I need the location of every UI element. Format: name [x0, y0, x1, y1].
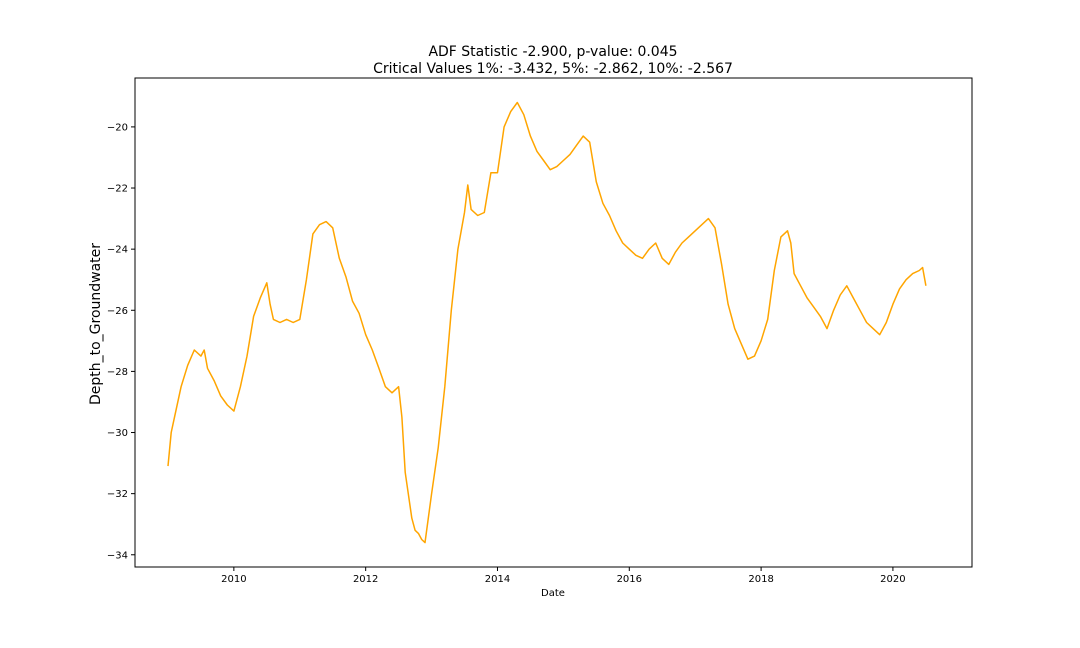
chart-title-line-2: Critical Values 1%: -3.432, 5%: -2.862, …: [373, 61, 733, 77]
x-tick-label-1: 2012: [353, 574, 378, 585]
y-tick-label-0: −20: [107, 122, 128, 133]
x-tick-label-5: 2020: [880, 574, 905, 585]
y-tick-label-1: −22: [107, 184, 128, 195]
y-tick-label-3: −26: [107, 306, 128, 317]
y-tick-label-6: −32: [107, 489, 128, 500]
chart-title-line-1: ADF Statistic -2.900, p-value: 0.045: [428, 44, 677, 60]
plot-area: [167, 101, 927, 544]
x-axis: 2010 2012 2014 2016 2018 2020: [221, 567, 906, 585]
y-tick-label-7: −34: [107, 550, 128, 561]
x-tick-label-2: 2014: [485, 574, 510, 585]
x-tick-label-3: 2016: [617, 574, 642, 585]
x-axis-label: Date: [541, 588, 565, 599]
x-tick-label-0: 2010: [221, 574, 246, 585]
y-axis-label: Depth_to_Groundwater: [88, 243, 104, 405]
y-tick-label-5: −30: [107, 428, 128, 439]
y-axis: −20 −22 −24 −26 −28 −30 −32 −34: [107, 122, 135, 561]
plot-frame: [134, 77, 973, 568]
x-tick-label-4: 2018: [748, 574, 773, 585]
y-tick-label-4: −28: [107, 367, 128, 378]
series-line-0: [167, 101, 927, 544]
y-tick-label-2: −24: [107, 245, 128, 256]
